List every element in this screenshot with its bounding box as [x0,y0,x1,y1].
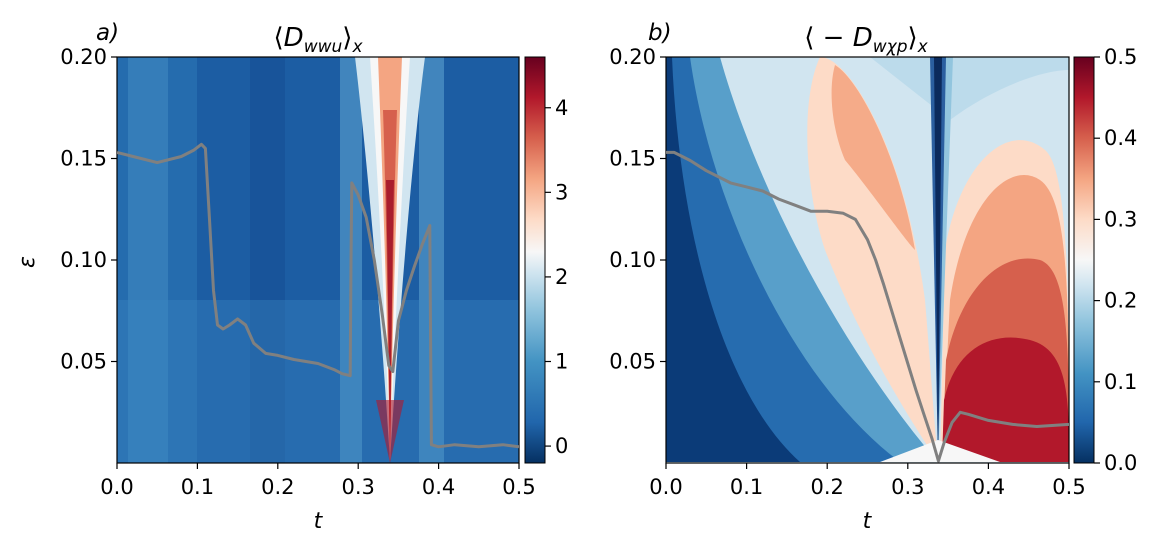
panel-label-b: b) [648,20,672,46]
y-tick-label: 0.15 [60,147,107,171]
y-tick-label: 0.15 [609,147,656,171]
y-tick-label: 0.05 [609,350,656,374]
x-tick-label: 0.5 [1052,475,1085,499]
colorbar-tick-label: 0.1 [1104,370,1137,394]
colorbar-tick-label: 3 [555,180,568,204]
chart-title-b: ⟨ − Dwχp⟩x [804,23,928,57]
colorbar-ticks-b: 0.0 0.1 0.2 0.3 0.4 0.5 [1094,45,1137,475]
panel-a: a) ⟨Dwwu⟩x 0.0 0.1 0.2 0.3 0.4 0.5 0.050.100.… [15,20,568,534]
x-tick-label: 0.1 [730,475,763,499]
heatmap-a [117,57,519,463]
colorbar-tick-label: 1 [555,350,568,374]
y-tick-label: 0.20 [609,45,656,69]
colorbar-tick-label: 0.2 [1104,289,1137,313]
panel-b: b) ⟨ − Dwχp⟩x 0.0 0.1 0.2 0.3 0.4 0.5 0.05 0.1… [609,20,1137,534]
colorbar-tick-label: 0 [555,434,568,458]
series-line-a [117,142,519,449]
x-tick-label: 0.0 [649,475,682,499]
colorbar-tick-label: 0.5 [1104,45,1137,69]
colorbar-tick-label: 0.3 [1104,207,1137,231]
y-axis-b: 0.05 0.10 0.15 0.20 [609,45,666,374]
line-series-a [117,142,519,449]
colorbar-tick-label: 0.0 [1104,451,1137,475]
series-line-b [666,150,1069,463]
colorbar-a [524,56,546,464]
y-axis-label-a: ε [15,256,40,268]
x-tick-label: 0.2 [261,475,294,499]
heatmap-b [666,57,1069,463]
x-tick-label: 0.5 [502,475,535,499]
x-tick-label: 0.3 [891,475,924,499]
y-tick-label: 0.05 [60,350,107,374]
x-axis-label-a: t [314,509,324,534]
x-axis-b: 0.0 0.1 0.2 0.3 0.4 0.5 [649,463,1086,499]
x-axis-a: 0.0 0.1 0.2 0.3 0.4 0.5 [100,463,536,499]
x-tick-label: 0.0 [100,475,133,499]
x-tick-label: 0.2 [810,475,843,499]
y-tick-label: 0.20 [60,45,107,69]
x-tick-label: 0.4 [972,475,1005,499]
colorbar-tick-label: 4 [555,96,568,120]
x-tick-label: 0.1 [181,475,214,499]
x-axis-label-b: t [863,509,873,534]
y-tick-label: 0.10 [609,248,656,272]
x-tick-label: 0.3 [341,475,374,499]
chart-title-a: ⟨Dwwu⟩x [274,23,364,57]
colorbar-tick-label: 0.4 [1104,126,1137,150]
colorbar-tick-label: 2 [555,265,568,289]
y-axis-a: 0.05 0.10 0.15 0.20 [60,45,117,374]
colorbar-b [1073,56,1095,464]
panel-label-a: a) [96,20,119,46]
y-tick-label: 0.10 [60,248,107,272]
colorbar-ticks-a: 0 1 2 3 4 [545,96,568,458]
line-series-b [666,150,1069,463]
x-tick-label: 0.4 [422,475,455,499]
